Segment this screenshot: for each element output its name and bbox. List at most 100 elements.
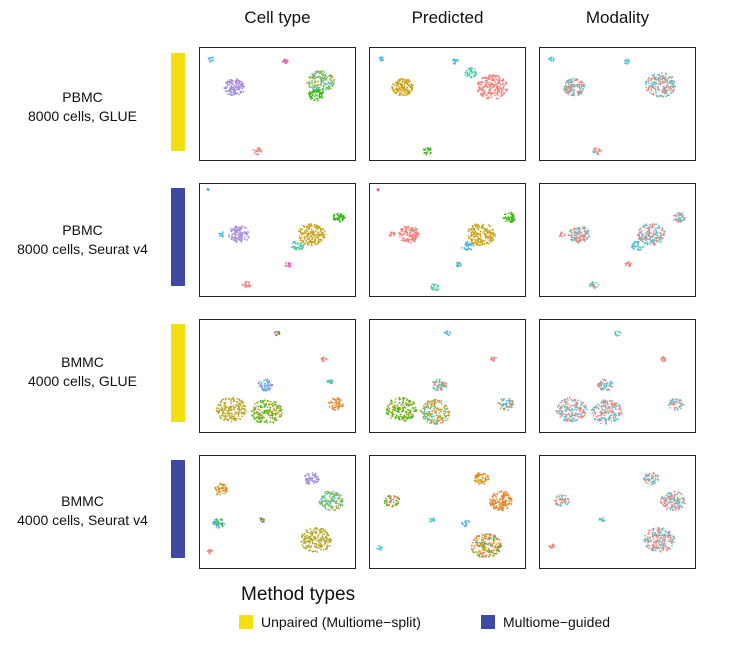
cell-point (230, 87, 233, 90)
cluster-1 (476, 74, 509, 100)
cell-point (428, 149, 431, 152)
cell-point (612, 403, 615, 405)
cell-point (423, 152, 426, 154)
cell-point (209, 60, 211, 63)
cell-point (595, 404, 597, 407)
cell-point (396, 416, 398, 419)
cluster-1 (306, 70, 335, 94)
cell-point (476, 235, 479, 238)
cell-point (480, 88, 483, 90)
cell-point (339, 399, 342, 402)
cell-point (443, 412, 446, 415)
cell-point (412, 407, 414, 410)
cell-point (288, 265, 291, 268)
cell-point (274, 416, 277, 419)
cell-point (315, 532, 318, 535)
cell-point (398, 91, 401, 94)
cell-point (633, 241, 636, 244)
cluster-5 (489, 356, 497, 363)
cell-point (580, 87, 583, 89)
cell-point (324, 494, 327, 497)
umap-panel-r1-c1 (369, 183, 526, 297)
cell-point (414, 227, 417, 229)
cell-point (264, 404, 267, 407)
cell-point (605, 419, 608, 422)
cell-point (336, 405, 339, 408)
cell-point (506, 507, 509, 510)
cell-point (271, 414, 274, 417)
cell-point (548, 57, 551, 60)
cell-point (332, 498, 335, 501)
cell-point (320, 544, 322, 546)
cell-point (311, 533, 314, 536)
cell-point (334, 502, 337, 504)
cell-point (595, 281, 598, 284)
cell-point (645, 234, 648, 237)
cell-point (328, 509, 331, 512)
cell-point (387, 406, 390, 409)
cell-point (485, 83, 487, 86)
cell-point (499, 83, 502, 86)
cell-point (582, 239, 585, 241)
cell-point (326, 492, 329, 495)
cell-point (510, 219, 513, 222)
cell-point (565, 414, 567, 417)
cell-point (663, 230, 666, 233)
cell-point (582, 405, 585, 408)
cell-point (487, 98, 489, 100)
cluster-4 (592, 147, 603, 156)
cell-point (503, 213, 506, 216)
cell-point (486, 232, 489, 234)
cell-point (410, 227, 413, 229)
cell-point (316, 226, 319, 229)
cell-point (489, 233, 492, 236)
cell-point (655, 82, 657, 85)
cell-point (495, 502, 498, 504)
cell-point (400, 403, 403, 406)
cell-point (662, 85, 665, 88)
cell-point (559, 415, 562, 418)
cell-point (334, 494, 337, 497)
cell-point (430, 420, 433, 422)
cell-point (324, 529, 327, 532)
cell-point (255, 411, 258, 414)
cell-point (410, 83, 413, 86)
cell-point (576, 413, 579, 416)
cell-point (219, 487, 222, 490)
cell-point (505, 89, 508, 92)
cell-point (507, 493, 509, 496)
cell-point (271, 403, 274, 406)
cell-point (578, 410, 581, 413)
cluster-0 (385, 396, 418, 423)
cell-point (498, 503, 501, 506)
cell-point (316, 228, 319, 231)
cell-point (502, 507, 505, 510)
cell-point (310, 243, 313, 246)
cell-point (480, 94, 483, 97)
cell-point (494, 545, 497, 547)
cell-point (406, 239, 408, 242)
cell-point (221, 484, 224, 487)
cell-point (436, 289, 439, 291)
cluster-2 (332, 212, 347, 223)
cell-point (225, 487, 228, 490)
cell-point (620, 409, 622, 411)
cell-point (577, 83, 580, 86)
cell-point (404, 402, 407, 404)
cell-point (231, 233, 234, 236)
cell-point (408, 235, 410, 238)
cell-point (482, 231, 484, 233)
cell-point (336, 497, 339, 500)
cell-point (228, 235, 230, 238)
cell-point (658, 74, 661, 76)
cluster-6 (241, 280, 252, 289)
cell-point (320, 233, 323, 236)
cell-point (325, 536, 328, 539)
cell-point (226, 93, 229, 95)
cell-point (234, 236, 236, 239)
cell-point (311, 474, 314, 477)
cell-point (646, 242, 649, 245)
cell-point (568, 406, 571, 409)
cell-point (308, 541, 311, 544)
cluster-3 (207, 56, 215, 63)
